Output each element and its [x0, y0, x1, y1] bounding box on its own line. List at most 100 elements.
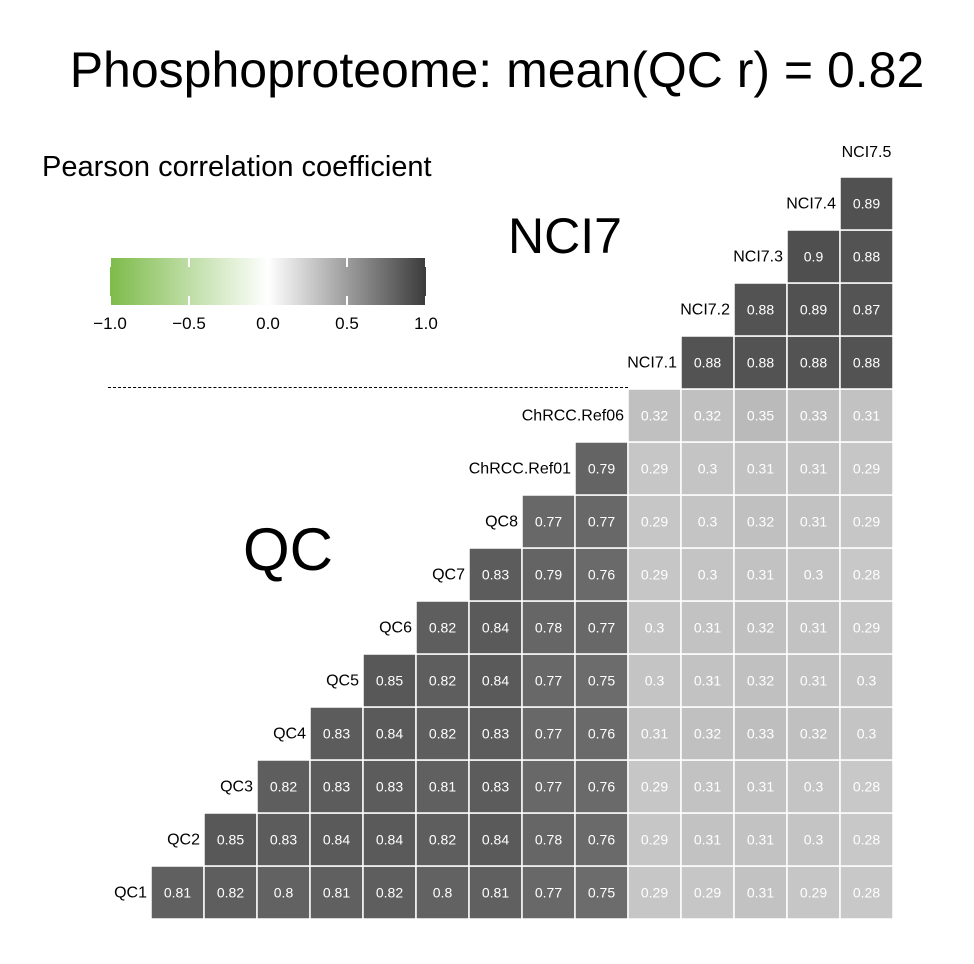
heatmap-cell: [574, 706, 629, 761]
heatmap-cell: [415, 706, 470, 761]
cell-value-label: 0.82: [217, 885, 244, 901]
heatmap-cell: [733, 547, 788, 602]
heatmap-cell: [786, 812, 841, 867]
cell-value-label: 0.29: [641, 461, 668, 477]
column-label: NCI7.5: [842, 144, 892, 161]
cell-value-label: 0.35: [747, 408, 774, 424]
heatmap-cell: [680, 759, 735, 814]
heatmap-cell: [521, 759, 576, 814]
row-label: NCI7.1: [627, 355, 677, 372]
cell-value-label: 0.29: [800, 885, 827, 901]
heatmap-cell: [574, 812, 629, 867]
cell-value-label: 0.32: [747, 673, 774, 689]
heatmap-cell: [786, 229, 841, 284]
heatmap-cell: [521, 547, 576, 602]
cell-value-label: 0.77: [535, 514, 562, 530]
heatmap-cell: [203, 865, 258, 920]
heatmap-cell: [733, 600, 788, 655]
cell-value-label: 0.32: [694, 408, 721, 424]
heatmap-cell: [256, 865, 311, 920]
heatmap-cell: [786, 494, 841, 549]
cell-value-label: 0.9: [804, 249, 824, 265]
cell-value-label: 0.83: [323, 726, 350, 742]
cell-value-label: 0.29: [853, 620, 880, 636]
group-label-qc: QC: [243, 516, 333, 583]
cell-value-label: 0.88: [694, 355, 721, 371]
row-label: NCI7.3: [733, 249, 783, 266]
cell-value-label: 0.29: [853, 514, 880, 530]
cell-value-label: 0.31: [800, 673, 827, 689]
heatmap-cell: [680, 335, 735, 390]
heatmap-cell: [309, 706, 364, 761]
heatmap-cell: [468, 547, 523, 602]
cell-value-label: 0.83: [482, 779, 509, 795]
cell-value-label: 0.82: [429, 726, 456, 742]
cell-value-label: 0.3: [857, 726, 877, 742]
cell-value-label: 0.32: [641, 408, 668, 424]
cell-value-label: 0.33: [747, 726, 774, 742]
heatmap-cell: [733, 759, 788, 814]
cell-value-label: 0.75: [588, 673, 615, 689]
heatmap-cell: [574, 494, 629, 549]
heatmap-cell: [839, 388, 894, 443]
cell-value-label: 0.77: [588, 620, 615, 636]
cell-value-label: 0.31: [747, 779, 774, 795]
cell-value-label: 0.81: [164, 885, 191, 901]
cell-value-label: 0.79: [588, 461, 615, 477]
cell-value-label: 0.3: [645, 620, 665, 636]
cell-value-label: 0.31: [800, 514, 827, 530]
heatmap-cell: [680, 812, 735, 867]
heatmap-cell: [627, 812, 682, 867]
cell-value-label: 0.28: [853, 885, 880, 901]
cell-value-label: 0.84: [323, 832, 350, 848]
heatmap-cell: [733, 441, 788, 496]
heatmap-cell: [839, 706, 894, 761]
cell-value-label: 0.89: [800, 302, 827, 318]
heatmap-cell: [786, 865, 841, 920]
cell-value-label: 0.78: [535, 832, 562, 848]
cell-value-label: 0.29: [641, 885, 668, 901]
cell-value-label: 0.31: [694, 620, 721, 636]
heatmap-cell: [362, 653, 417, 708]
heatmap-cell: [786, 706, 841, 761]
cell-value-label: 0.88: [747, 355, 774, 371]
heatmap-cell: [468, 865, 523, 920]
legend-title: Pearson correlation coefficient: [42, 151, 432, 183]
heatmap-cell: [786, 600, 841, 655]
cell-value-label: 0.3: [698, 567, 718, 583]
cell-value-label: 0.31: [747, 461, 774, 477]
heatmap-cell: [733, 388, 788, 443]
heatmap-cell: [839, 547, 894, 602]
cell-value-label: 0.31: [694, 832, 721, 848]
cell-value-label: 0.31: [800, 461, 827, 477]
cell-value-label: 0.32: [800, 726, 827, 742]
cell-value-label: 0.79: [535, 567, 562, 583]
cell-value-label: 0.8: [433, 885, 453, 901]
colorbar-tick-label: 1.0: [414, 314, 438, 333]
cell-value-label: 0.3: [804, 832, 824, 848]
cell-value-label: 0.81: [323, 885, 350, 901]
cell-value-label: 0.3: [698, 461, 718, 477]
group-divider-dashed: [108, 387, 628, 388]
heatmap-cell: [839, 600, 894, 655]
cell-value-label: 0.78: [535, 620, 562, 636]
heatmap-cell: [680, 706, 735, 761]
heatmap-cell: [839, 176, 894, 231]
heatmap-cell: [786, 282, 841, 337]
cell-value-label: 0.77: [535, 885, 562, 901]
heatmap-cell: [680, 600, 735, 655]
heatmap-cell: [733, 706, 788, 761]
row-label: QC8: [485, 514, 518, 531]
heatmap-cell: [786, 759, 841, 814]
cell-value-label: 0.29: [694, 885, 721, 901]
cell-value-label: 0.83: [270, 832, 297, 848]
cell-value-label: 0.8: [274, 885, 294, 901]
cell-value-label: 0.29: [641, 779, 668, 795]
cell-value-label: 0.77: [535, 726, 562, 742]
cell-value-label: 0.32: [747, 620, 774, 636]
cell-value-label: 0.75: [588, 885, 615, 901]
cell-value-label: 0.84: [482, 832, 509, 848]
cell-value-label: 0.88: [747, 302, 774, 318]
cell-value-label: 0.31: [641, 726, 668, 742]
